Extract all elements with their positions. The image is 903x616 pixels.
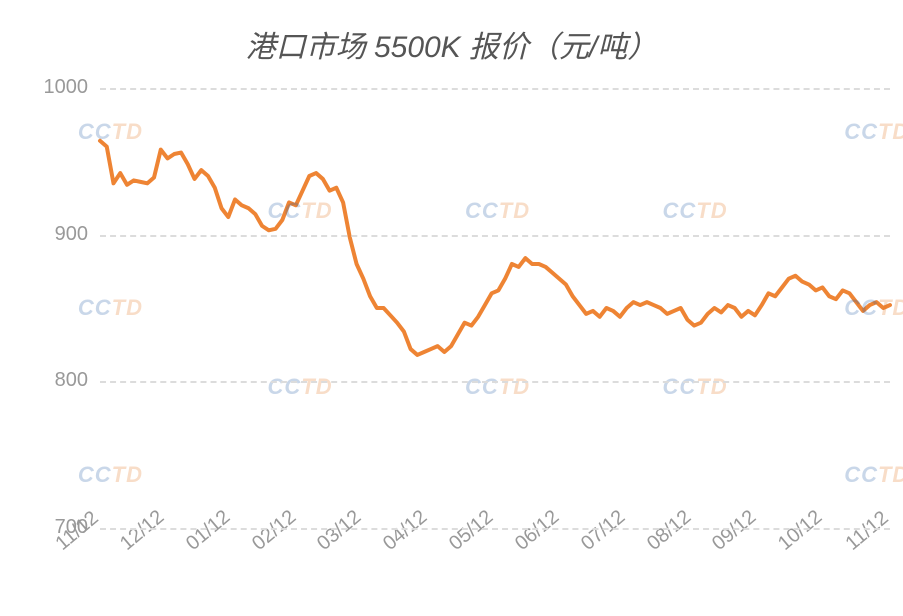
x-tick-label: 11/12 — [51, 507, 103, 556]
grid-line — [100, 88, 890, 90]
grid-line — [100, 235, 890, 237]
x-tick-label: 01/12 — [182, 506, 235, 556]
x-tick-label: 12/12 — [116, 506, 169, 556]
x-tick-label: 05/12 — [445, 506, 498, 556]
x-tick-label: 10/12 — [774, 506, 827, 556]
x-tick-label: 07/12 — [577, 506, 630, 556]
x-tick-label: 09/12 — [708, 506, 761, 556]
grid-line — [100, 528, 890, 530]
x-tick-label: 02/12 — [247, 506, 300, 556]
x-ticks: 11/12 12/12 01/1202/12 03/12 04/12 05/12 06/12… — [0, 0, 903, 616]
x-tick-label: 06/12 — [511, 506, 564, 556]
grid-line — [100, 381, 890, 383]
chart-container: 港口市场 5500K 报价（元/吨） 7008009001000 11/1212… — [0, 0, 903, 616]
x-tick-label: 08/12 — [642, 506, 695, 556]
x-tick-label: 04/12 — [379, 506, 432, 556]
x-tick-label: 03/12 — [313, 506, 366, 556]
x-tick-label: 11/12 — [841, 507, 893, 556]
